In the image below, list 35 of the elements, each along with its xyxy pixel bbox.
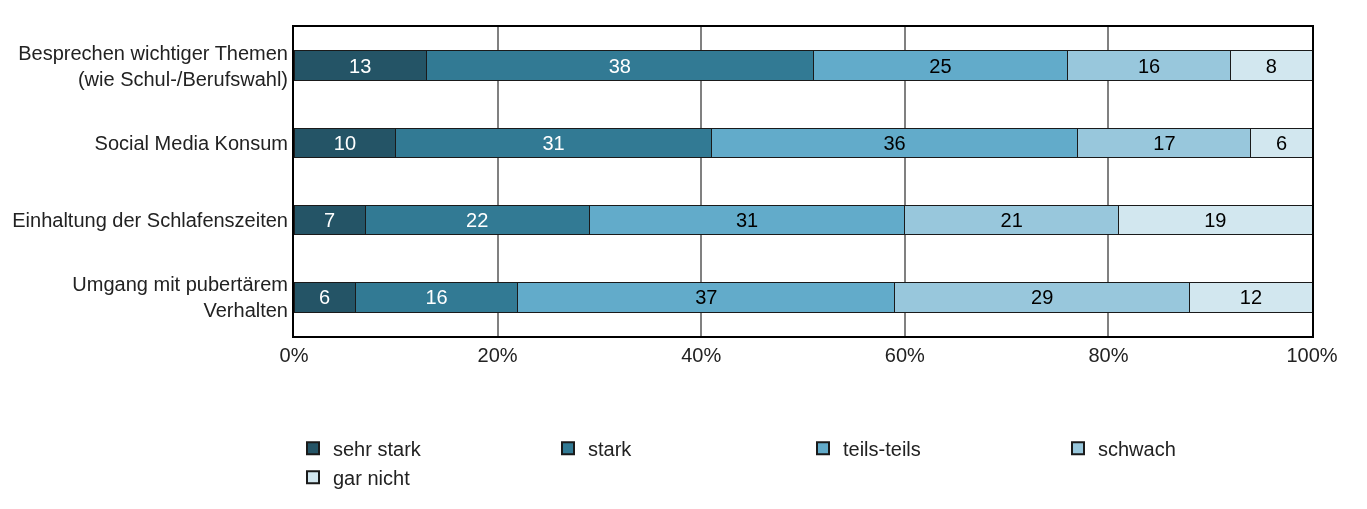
data-label: 25 — [929, 54, 952, 77]
data-label: 7 — [324, 209, 336, 232]
legend-label: sehr stark — [333, 438, 422, 460]
x-tick-label: 80% — [1088, 344, 1129, 366]
legend-label: teils-teils — [843, 438, 921, 460]
data-label: 38 — [608, 54, 631, 77]
data-label: 8 — [1265, 54, 1277, 77]
data-label: 13 — [349, 54, 372, 77]
data-label: 16 — [1137, 54, 1161, 77]
data-label: 19 — [1204, 209, 1227, 232]
y-tick-label: Einhaltung der Schlafenszeiten — [12, 209, 288, 232]
x-tick-label: 40% — [681, 344, 722, 366]
y-tick-label: Besprechen wichtiger Themen (wie Schul-/Berufswahl) — [18, 41, 288, 90]
data-label: 17 — [1153, 131, 1176, 154]
data-label: 12 — [1239, 286, 1263, 309]
x-tick-label: 20% — [477, 344, 518, 366]
y-tick-label: Umgang mit pubertärem Verhalten — [72, 273, 288, 322]
data-label: 10 — [333, 131, 357, 154]
x-tick-label: 0% — [279, 344, 309, 366]
x-tick-label: 100% — [1286, 344, 1338, 366]
data-label: 31 — [735, 209, 759, 232]
data-label: 29 — [1031, 286, 1054, 309]
data-label: 37 — [695, 286, 718, 309]
legend-label: gar nicht — [333, 467, 411, 489]
data-label: 36 — [883, 131, 906, 154]
data-label: 22 — [466, 209, 489, 232]
x-tick-label: 60% — [884, 344, 926, 366]
data-label: 6 — [318, 286, 331, 309]
legend-label: stark — [588, 438, 633, 460]
data-label: 16 — [425, 286, 448, 309]
y-tick-label: Social Media Konsum — [94, 131, 288, 154]
data-label: 31 — [542, 131, 565, 154]
legend-label: schwach — [1098, 438, 1176, 460]
data-label: 21 — [1000, 209, 1023, 232]
data-label: 6 — [1275, 131, 1288, 154]
